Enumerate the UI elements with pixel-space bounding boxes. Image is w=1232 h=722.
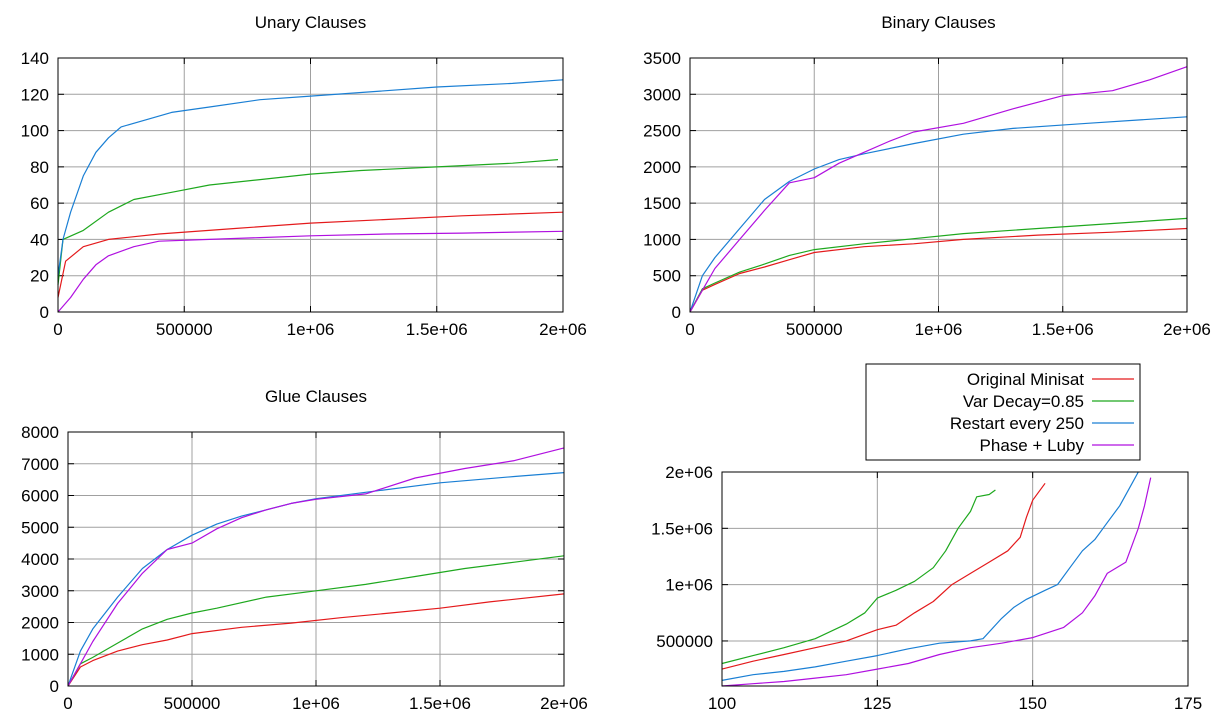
y-tick-label: 4000 <box>21 550 59 569</box>
x-tick-label: 0 <box>63 694 72 713</box>
legend-label: Var Decay=0.85 <box>963 392 1084 411</box>
legend-box <box>865 363 1141 461</box>
series-line <box>57 230 564 313</box>
series-line <box>67 593 565 687</box>
chart-title: Binary Clauses <box>881 13 995 32</box>
series-line <box>689 227 1188 313</box>
x-tick-label: 2e+06 <box>540 694 588 713</box>
y-tick-label: 120 <box>21 85 49 104</box>
x-tick-label: 175 <box>1174 694 1202 713</box>
x-tick-label: 100 <box>708 694 736 713</box>
series-line <box>721 482 1046 670</box>
series-line <box>689 217 1188 313</box>
y-tick-label: 500000 <box>656 632 713 651</box>
x-tick-label: 500000 <box>164 694 221 713</box>
y-tick-label: 60 <box>30 194 49 213</box>
y-tick-label: 1000 <box>643 230 681 249</box>
series-line <box>721 477 1152 687</box>
y-tick-label: 80 <box>30 158 49 177</box>
chart-panel-3: 0 500000 1e+06 1.5e+06 2e+06 0 1000 2000 3000 400… <box>21 387 588 713</box>
x-tick-label: 150 <box>1018 694 1046 713</box>
y-tick-label: 0 <box>672 303 681 322</box>
x-tick-label: 1e+06 <box>915 320 963 339</box>
y-tick-label: 0 <box>50 677 59 696</box>
x-tick-label: 500000 <box>156 320 213 339</box>
series-line <box>67 555 565 687</box>
series-line <box>57 159 559 285</box>
legend-label: Phase + Luby <box>980 436 1085 455</box>
y-tick-label: 500 <box>653 267 681 286</box>
chart-title: Unary Clauses <box>255 13 367 32</box>
plot-frame <box>689 57 1188 313</box>
x-tick-label: 1.5e+06 <box>1032 320 1094 339</box>
x-tick-label: 2e+06 <box>1163 320 1211 339</box>
x-tick-label: 1.5e+06 <box>409 694 471 713</box>
plot-frame <box>721 471 1189 687</box>
chart-panel-2: 0 500000 1e+06 1.5e+06 2e+06 0 500 1000 1500 2000… <box>643 13 1211 339</box>
series-line <box>721 471 1139 681</box>
chart-panel-1: 0 500000 1e+06 1.5e+06 2e+06 0 20 40 60 80 100 120 1… <box>21 13 587 339</box>
legend: Original Minisat Var Decay=0.85 Restart ev… <box>865 363 1141 461</box>
y-tick-label: 140 <box>21 49 49 68</box>
y-tick-label: 1000 <box>21 645 59 664</box>
series-line <box>57 79 564 276</box>
legend-label: Original Minisat <box>967 370 1084 389</box>
y-tick-label: 3500 <box>643 49 681 68</box>
series-line <box>689 66 1188 313</box>
y-tick-label: 1e+06 <box>665 576 713 595</box>
x-tick-label: 1e+06 <box>287 320 335 339</box>
y-tick-label: 20 <box>30 267 49 286</box>
chart-panel-4: 100 125 150 175 500000 1e+06 1.5e+06 2e+06 <box>651 463 1202 713</box>
y-tick-label: 8000 <box>21 423 59 442</box>
y-tick-label: 6000 <box>21 487 59 506</box>
x-tick-label: 0 <box>685 320 694 339</box>
series-line <box>67 447 565 687</box>
series-line <box>57 211 564 298</box>
y-tick-label: 0 <box>40 303 49 322</box>
x-tick-label: 0 <box>53 320 62 339</box>
series-line <box>721 489 996 665</box>
legend-label: Restart every 250 <box>950 414 1084 433</box>
series-line <box>689 116 1188 313</box>
y-tick-label: 5000 <box>21 518 59 537</box>
y-tick-label: 1500 <box>643 194 681 213</box>
y-tick-label: 40 <box>30 230 49 249</box>
x-tick-label: 1.5e+06 <box>406 320 468 339</box>
y-tick-label: 100 <box>21 122 49 141</box>
y-tick-label: 2500 <box>643 122 681 141</box>
x-tick-label: 2e+06 <box>539 320 587 339</box>
y-tick-label: 7000 <box>21 455 59 474</box>
plot-frame <box>67 431 565 687</box>
plot-frame <box>57 57 564 313</box>
x-tick-label: 1e+06 <box>292 694 340 713</box>
y-tick-label: 2000 <box>21 614 59 633</box>
y-tick-label: 1.5e+06 <box>651 519 713 538</box>
y-tick-label: 2000 <box>643 158 681 177</box>
y-tick-label: 3000 <box>21 582 59 601</box>
x-tick-label: 125 <box>863 694 891 713</box>
y-tick-label: 3000 <box>643 85 681 104</box>
chart-title: Glue Clauses <box>265 387 367 406</box>
y-tick-label: 2e+06 <box>665 463 713 482</box>
series-line <box>67 472 565 687</box>
x-tick-label: 500000 <box>786 320 843 339</box>
